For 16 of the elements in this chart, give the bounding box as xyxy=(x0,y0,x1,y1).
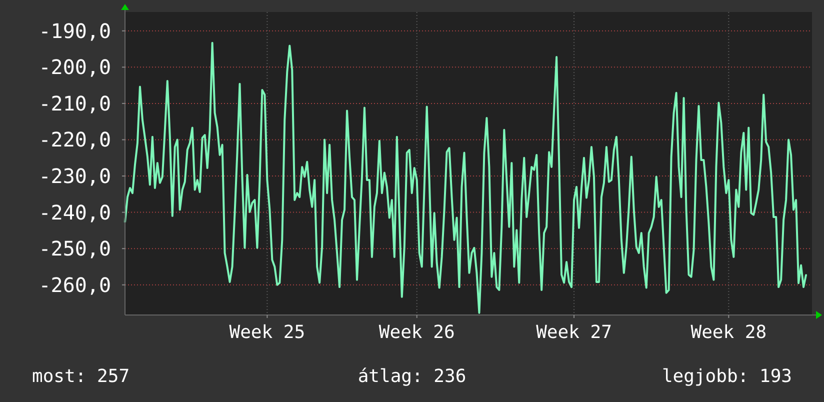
text: legjobb: 193 xyxy=(662,366,792,387)
x-tick-label: Week 25 xyxy=(229,322,306,343)
y-tick-label: -200,0 xyxy=(38,55,111,80)
text: átlag: 236 xyxy=(358,366,466,387)
x-tick-label: Week 27 xyxy=(536,322,612,343)
y-tick-label: -260,0 xyxy=(38,272,111,297)
y-tick-label: -230,0 xyxy=(38,164,111,188)
y-tick-label: -190,0 xyxy=(38,18,111,43)
x-tick-label: Week 26 xyxy=(378,322,455,343)
x-tick-label: Week 28 xyxy=(690,322,767,343)
y-tick-label: -240,0 xyxy=(38,200,111,224)
text: most: 257 xyxy=(32,366,130,387)
y-tick-label: -210,0 xyxy=(38,91,111,116)
line-series xyxy=(124,42,807,314)
y-tick-label: -220,0 xyxy=(38,128,111,152)
y-tick-label: -250,0 xyxy=(38,236,111,261)
